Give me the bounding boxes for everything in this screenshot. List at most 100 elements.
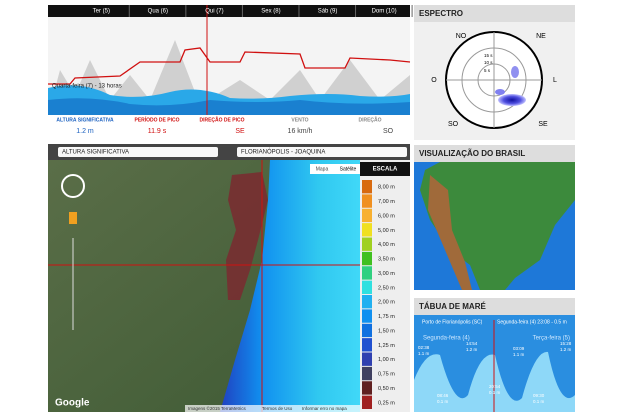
andes [428, 175, 472, 290]
scale-label: 0,50 m [378, 386, 395, 392]
scale-swatch [362, 180, 372, 194]
tide-day: Terça-feira (5) [533, 336, 570, 342]
stat-value: SO [383, 128, 394, 135]
land [420, 162, 575, 290]
select[interactable] [58, 147, 218, 157]
day-bar [48, 5, 410, 17]
tide-time: 20:54 [489, 384, 501, 389]
direction-label: L [553, 77, 557, 84]
tide-time: 02:38 [418, 345, 430, 350]
direction-label: NE [536, 33, 546, 40]
scale-swatch [362, 309, 372, 323]
scale-label: 1,50 m [378, 328, 395, 334]
stat-value: 16 km/h [288, 128, 313, 135]
panel-header [414, 5, 575, 22]
tide-day: Segunda-feira (4) [423, 336, 470, 342]
panel-title: ESPECTRO [419, 9, 463, 18]
tide-height: 0.1 m [437, 399, 449, 404]
scale-label: 8,00 m [378, 185, 395, 191]
select-text[interactable]: ALTURA SIGNIFICATIVA [62, 150, 129, 156]
spectrum-blob [511, 66, 519, 78]
stat-label: ALTURA SIGNIFICATIVA [56, 117, 114, 123]
select-text[interactable]: FLORIANÓPOLIS - JOAQUINA [241, 149, 325, 156]
tide-time: 15:28 [560, 341, 572, 346]
panel-title: TÁBUA DE MARÉ [419, 302, 486, 311]
map-type-button[interactable]: Mapa [316, 166, 329, 172]
direction-label: SE [538, 121, 548, 128]
scale-label: 1,25 m [378, 343, 395, 349]
direction-label: SO [448, 121, 459, 128]
select[interactable] [237, 147, 407, 157]
scale-swatch [362, 395, 372, 409]
scale-label: 7,00 m [378, 199, 395, 205]
scale-label: 2,50 m [378, 285, 395, 291]
stat-label: PERÍODO DE PICO [134, 115, 179, 123]
scale-swatch [362, 381, 372, 395]
day-tab[interactable]: Dom (10) [372, 9, 397, 15]
ring-label: 5 s [484, 68, 491, 73]
ring-label: 15 s [484, 53, 493, 58]
wave-area-dark [48, 98, 410, 115]
terrain [48, 40, 410, 115]
map-type[interactable] [310, 164, 360, 174]
scale-label: 4,00 m [378, 242, 395, 248]
panel-title: VISUALIZAÇÃO DO BRASIL [419, 149, 525, 158]
scale-swatch [362, 208, 372, 223]
tide-time: 08:46 [437, 393, 449, 398]
map-footer[interactable]: Informar erro no mapa [302, 406, 347, 411]
tide-height: 1.2 m [466, 347, 478, 352]
scale-label: 0,25 m [378, 400, 395, 406]
ring-label: 10 s [484, 60, 493, 65]
scale-label: 1,00 m [378, 357, 395, 363]
day-tab[interactable]: Sáb (9) [318, 9, 338, 15]
stat-label: VENTO [291, 117, 308, 123]
map-footer[interactable]: Termos de Uso [262, 406, 293, 411]
stat-value: SE [235, 128, 245, 135]
bay-overlay [226, 172, 268, 300]
scale-label: 3,00 m [378, 271, 395, 277]
cursor-label: Quarta-feira (7) - 13 horas [52, 84, 122, 90]
stat-value: 1.2 m [76, 128, 94, 135]
spectrum-blob [495, 89, 505, 95]
tide-time: 09:30 [533, 393, 545, 398]
logo: Google [55, 398, 90, 409]
scale-swatch [362, 323, 372, 338]
direction-label: NO [456, 33, 467, 40]
stat-label: DIREÇÃO DE PICO [199, 116, 244, 123]
scale-label: 2,00 m [378, 300, 395, 306]
scale-title: ESCALA [373, 167, 398, 173]
day-tab[interactable]: Qua (6) [148, 9, 168, 15]
tide-port: Porto de Florianópolis (SC) [422, 319, 483, 325]
direction-label: O [431, 77, 437, 84]
map-type-button[interactable]: Satélite [340, 166, 357, 172]
scale-swatch [362, 280, 372, 294]
scale-label: 3,50 m [378, 257, 395, 263]
pegman[interactable] [69, 212, 77, 224]
stat-value: 11.9 s [148, 128, 167, 135]
day-tab[interactable]: Sex (8) [261, 9, 280, 15]
sea-overlay [220, 160, 360, 412]
pan-control[interactable] [61, 174, 85, 198]
day-tab[interactable]: Qui (7) [205, 9, 223, 15]
tide-cursor: Segunda-feira (4) 23:08 - 0.5 m [497, 319, 567, 325]
tide-height: 1.2 m [560, 347, 572, 352]
scale-swatch [362, 352, 372, 366]
scale-swatch [362, 366, 372, 381]
panel-header [414, 298, 575, 315]
scale-swatch [362, 338, 372, 352]
tide-height: 1.1 m [418, 351, 430, 356]
scale-swatch [362, 237, 372, 251]
spectrum-blob [498, 94, 526, 106]
footer [185, 405, 360, 412]
scale-swatch [362, 251, 372, 266]
scale-swatch [362, 295, 372, 309]
stat-label: DIREÇÃO [358, 116, 381, 123]
tide-height: 0.1 m [533, 399, 545, 404]
scale-label: 1,75 m [378, 314, 395, 320]
tide-height: 0.1 m [489, 390, 501, 395]
day-tab[interactable]: Ter (5) [93, 9, 110, 15]
scale-label: 6,00 m [378, 213, 395, 219]
period-line [48, 47, 411, 85]
